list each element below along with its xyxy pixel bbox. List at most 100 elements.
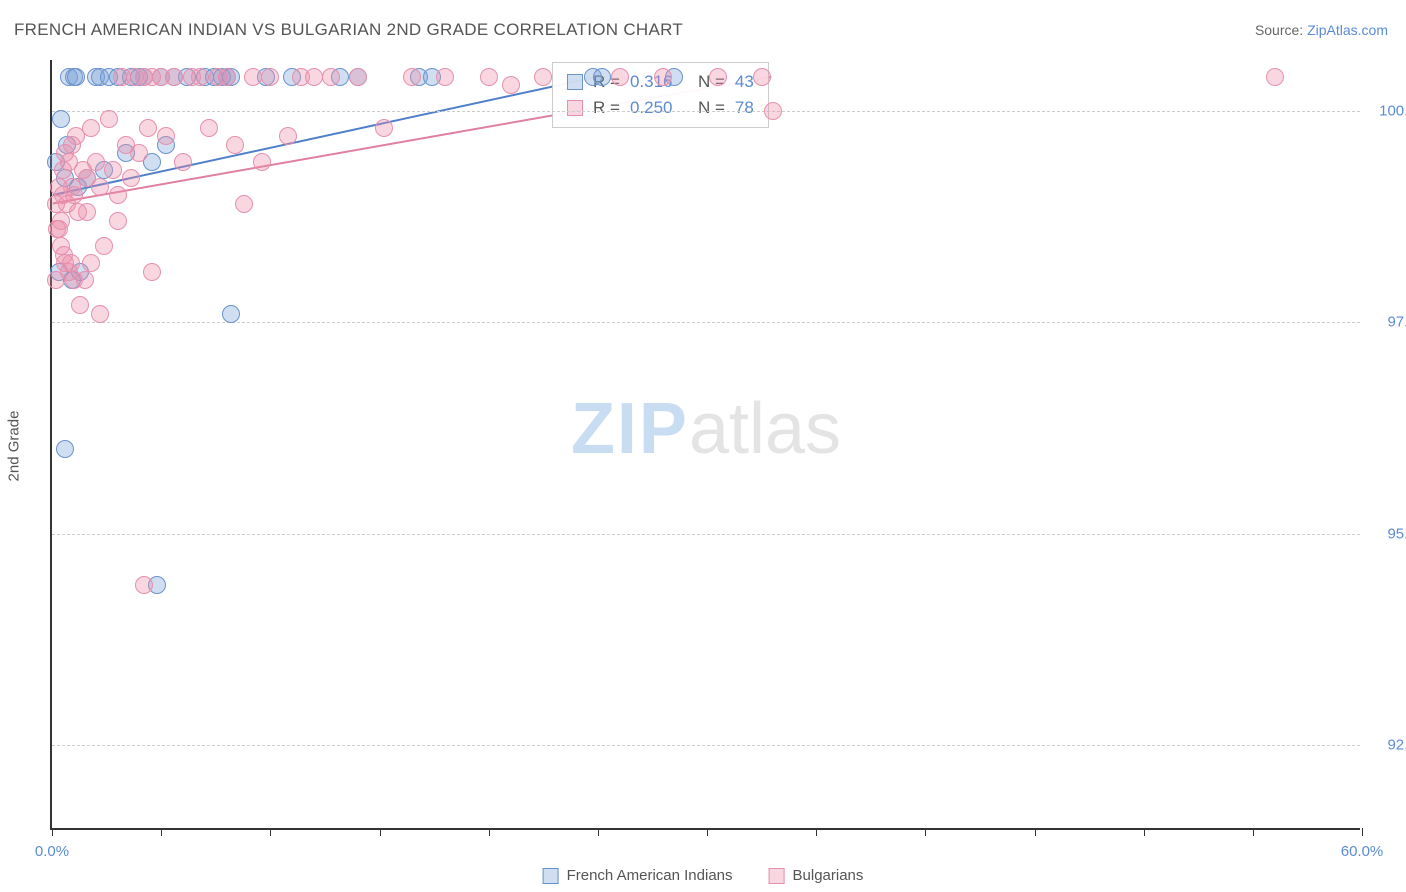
legend-label: Bulgarians <box>793 867 864 884</box>
x-tick <box>1144 828 1145 836</box>
scatter-point <box>104 161 122 179</box>
scatter-point <box>82 254 100 272</box>
bottom-legend: French American Indians Bulgarians <box>543 867 864 884</box>
y-axis-label: 2nd Grade <box>6 411 23 482</box>
x-tick <box>816 828 817 836</box>
scatter-point <box>502 76 520 94</box>
scatter-point <box>60 263 78 281</box>
scatter-point <box>305 68 323 86</box>
scatter-point <box>200 119 218 137</box>
source-link[interactable]: ZipAtlas.com <box>1307 22 1388 38</box>
scatter-point <box>611 68 629 86</box>
scatter-point <box>67 68 85 86</box>
legend-item: French American Indians <box>543 867 733 884</box>
scatter-point <box>130 144 148 162</box>
scatter-point <box>764 102 782 120</box>
stat-r-value: 0.250 <box>630 98 688 118</box>
scatter-point <box>349 68 367 86</box>
legend-label: French American Indians <box>567 867 733 884</box>
scatter-point <box>56 440 74 458</box>
stat-n-label: N = <box>698 98 725 118</box>
x-tick <box>161 828 162 836</box>
scatter-point <box>91 178 109 196</box>
watermark-atlas: atlas <box>689 389 841 469</box>
y-tick-label: 95.0% <box>1370 525 1406 542</box>
scatter-point <box>78 203 96 221</box>
series-swatch <box>567 74 583 90</box>
scatter-point <box>261 68 279 86</box>
scatter-point <box>165 68 183 86</box>
x-tick <box>925 828 926 836</box>
scatter-point <box>436 68 454 86</box>
scatter-point <box>52 237 70 255</box>
x-tick <box>1035 828 1036 836</box>
trend-lines <box>52 60 1360 828</box>
x-tick <box>1362 828 1363 836</box>
y-tick-label: 92.5% <box>1370 737 1406 754</box>
gridline <box>52 322 1360 323</box>
scatter-point <box>753 68 771 86</box>
scatter-point <box>100 110 118 128</box>
x-tick-label: 60.0% <box>1341 843 1384 860</box>
series-swatch <box>567 100 583 116</box>
gridline <box>52 111 1360 112</box>
scatter-point <box>253 153 271 171</box>
scatter-point <box>375 119 393 137</box>
scatter-point <box>191 68 209 86</box>
scatter-point <box>139 119 157 137</box>
scatter-point <box>82 119 100 137</box>
scatter-point <box>157 127 175 145</box>
scatter-point <box>709 68 727 86</box>
y-tick-label: 97.5% <box>1370 314 1406 331</box>
watermark-zip: ZIP <box>571 389 689 469</box>
scatter-point <box>71 296 89 314</box>
scatter-point <box>322 68 340 86</box>
scatter-point <box>480 68 498 86</box>
scatter-point <box>226 136 244 154</box>
watermark: ZIPatlas <box>571 388 841 470</box>
scatter-point <box>63 178 81 196</box>
legend-item: Bulgarians <box>769 867 864 884</box>
scatter-point <box>109 212 127 230</box>
scatter-point <box>135 576 153 594</box>
x-tick-label: 0.0% <box>35 843 69 860</box>
scatter-point <box>122 169 140 187</box>
stats-row: R = 0.250 N = 78 <box>567 95 754 121</box>
scatter-point <box>87 153 105 171</box>
scatter-point <box>279 127 297 145</box>
gridline <box>52 534 1360 535</box>
stat-n-value: 43 <box>735 72 754 92</box>
scatter-point <box>95 237 113 255</box>
scatter-point <box>403 68 421 86</box>
scatter-point <box>654 68 672 86</box>
scatter-point <box>593 68 611 86</box>
stat-n-value: 78 <box>735 98 754 118</box>
y-tick-label: 100.0% <box>1370 102 1406 119</box>
legend-swatch <box>769 868 785 884</box>
source-attribution: Source: ZipAtlas.com <box>1255 22 1388 38</box>
legend-swatch <box>543 868 559 884</box>
source-prefix: Source: <box>1255 22 1307 38</box>
x-tick <box>1253 828 1254 836</box>
scatter-point <box>109 186 127 204</box>
x-tick <box>598 828 599 836</box>
x-tick <box>270 828 271 836</box>
stat-r-label: R = <box>593 98 620 118</box>
scatter-point <box>534 68 552 86</box>
plot-area: ZIPatlas R =0.316N =43R =0.250N =78 92.5… <box>50 60 1360 830</box>
x-tick <box>52 828 53 836</box>
scatter-point <box>235 195 253 213</box>
scatter-point <box>52 110 70 128</box>
x-tick <box>489 828 490 836</box>
scatter-point <box>91 305 109 323</box>
x-tick <box>380 828 381 836</box>
chart-title: FRENCH AMERICAN INDIAN VS BULGARIAN 2ND … <box>14 20 683 40</box>
gridline <box>52 745 1360 746</box>
scatter-point <box>143 263 161 281</box>
scatter-point <box>222 305 240 323</box>
scatter-point <box>50 220 68 238</box>
scatter-point <box>1266 68 1284 86</box>
x-tick <box>707 828 708 836</box>
scatter-point <box>174 153 192 171</box>
scatter-point <box>218 68 236 86</box>
